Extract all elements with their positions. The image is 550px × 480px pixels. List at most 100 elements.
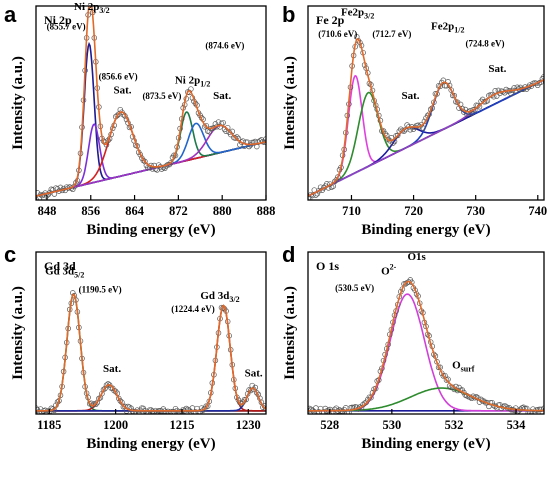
- x-tick-label: 864: [125, 204, 145, 218]
- annotation: Sat.: [213, 90, 231, 102]
- curves: [308, 277, 544, 414]
- annotation: Gd 3d5/2: [45, 266, 84, 280]
- data-point: [105, 381, 111, 387]
- panel-title: Ni 2p: [44, 13, 72, 27]
- data-point: [93, 401, 99, 408]
- annotation: Fe2p3/2: [341, 7, 374, 21]
- data-point: [448, 87, 454, 93]
- panel-title: Gd 3d: [44, 259, 76, 273]
- data-point: [247, 387, 254, 394]
- panel-letter: d: [282, 242, 295, 267]
- data-point: [102, 385, 108, 392]
- data-point: [160, 164, 167, 171]
- panel-title: Fe 2p: [316, 13, 345, 27]
- x-tick-label: 530: [382, 418, 401, 432]
- data-point: [168, 160, 174, 166]
- annotation: O1s: [408, 251, 427, 263]
- data-point: [501, 90, 508, 96]
- annotation: (873.5 eV): [142, 91, 181, 101]
- data-point: [114, 112, 121, 119]
- y-axis-label: Intensity (a.u.): [10, 56, 26, 150]
- x-axis-label: Binding energy (eV): [86, 436, 215, 452]
- curves: [308, 34, 544, 200]
- x-tick-label: 528: [320, 418, 339, 432]
- data-point: [461, 389, 467, 396]
- annotation: (856.6 eV): [99, 72, 138, 82]
- x-tick-label: 710: [342, 204, 361, 218]
- x-tick-label: 888: [257, 204, 276, 218]
- data-point: [254, 390, 260, 396]
- x-axis-label: Binding energy (eV): [361, 436, 490, 452]
- data-point: [105, 137, 111, 144]
- data-point: [333, 177, 340, 183]
- annotation: (1224.4 eV): [171, 304, 215, 314]
- curves: [36, 290, 266, 414]
- annotation: (1190.5 eV): [79, 285, 122, 295]
- data-point: [254, 143, 260, 150]
- data-point: [538, 406, 544, 413]
- x-tick-label: 532: [445, 418, 464, 432]
- plot-frame: [35, 251, 267, 415]
- x-axis-label: Binding energy (eV): [86, 222, 215, 238]
- data-point: [232, 135, 239, 141]
- x-tick-label: 1215: [169, 418, 194, 432]
- annotation: Ni 2p3/2: [74, 1, 110, 15]
- plot-frame: [307, 5, 545, 201]
- panel-d: d 528 530 532 534 Binding energy (eV) Intensit…: [282, 242, 545, 452]
- data-point: [263, 406, 266, 413]
- x-tick-label: 848: [38, 204, 57, 218]
- component-peak-2: [36, 123, 266, 197]
- x-tick-label: 880: [213, 204, 232, 218]
- panel-letter: a: [4, 2, 17, 27]
- annotation: (712.7 eV): [372, 29, 411, 39]
- annotation: Sat.: [103, 363, 121, 375]
- component-peak-2: [36, 384, 266, 412]
- data-point: [503, 403, 509, 410]
- panel-title: O 1s: [316, 259, 339, 273]
- plot-frame: [35, 5, 267, 201]
- x-tick-label: 1200: [103, 418, 128, 432]
- data-point: [331, 178, 338, 185]
- x-tick-label: 1185: [37, 418, 61, 432]
- annotation: (724.8 eV): [466, 39, 505, 49]
- x-tick-label: 534: [507, 418, 527, 432]
- fit-envelope: [308, 280, 544, 412]
- curves: [36, 6, 266, 200]
- component-peak-1: [36, 41, 266, 197]
- component-peak-1: [308, 293, 544, 412]
- annotation: (710.6 eV): [318, 29, 357, 39]
- data-point: [528, 409, 535, 414]
- data-point: [220, 119, 226, 126]
- y-axis-label: Intensity (a.u.): [10, 286, 26, 380]
- panel-c: c 1185 1200 1215 1230 Binding energy (eV) Inte…: [4, 242, 267, 452]
- data-point: [335, 174, 341, 180]
- panel-a: a 848 856 864 872 880 888 Binding energy (eV) In…: [4, 1, 276, 238]
- x-tick-label: 740: [528, 204, 547, 218]
- x-tick-label: 1230: [236, 418, 261, 432]
- component-peak-4: [36, 111, 266, 197]
- annotation: O2-: [381, 263, 397, 278]
- data-point: [470, 107, 476, 113]
- annotation: (530.5 eV): [335, 283, 374, 293]
- data-point: [390, 140, 396, 146]
- x-tick-label: 856: [81, 204, 100, 218]
- x-tick-label: 730: [466, 204, 485, 218]
- data-point: [492, 88, 498, 94]
- annotation: Sat.: [114, 84, 132, 96]
- panel-letter: c: [4, 242, 16, 267]
- fit-envelope: [36, 6, 266, 197]
- fit-envelope: [308, 37, 544, 197]
- fit-envelope: [36, 293, 266, 412]
- annotation: Fe2p1/2: [431, 20, 464, 34]
- component-peak-3: [36, 111, 266, 197]
- data-point: [368, 394, 374, 401]
- y-axis-label: Intensity (a.u.): [282, 286, 298, 380]
- data-point: [117, 398, 124, 404]
- data-point: [237, 399, 243, 406]
- data-point: [203, 122, 209, 129]
- data-point: [168, 408, 174, 414]
- data-point: [155, 162, 162, 168]
- data-point: [426, 111, 432, 117]
- x-axis-label: Binding energy (eV): [361, 222, 490, 238]
